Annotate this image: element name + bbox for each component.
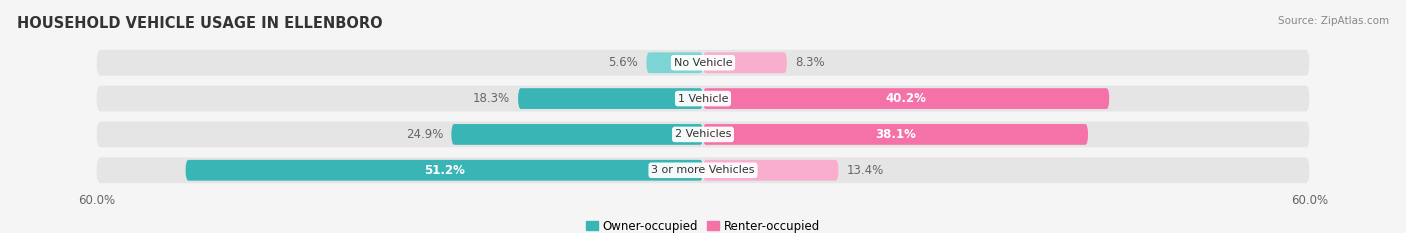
FancyBboxPatch shape [703,124,1088,145]
Text: 40.2%: 40.2% [886,92,927,105]
Text: 3 or more Vehicles: 3 or more Vehicles [651,165,755,175]
FancyBboxPatch shape [703,88,1109,109]
Text: 38.1%: 38.1% [875,128,915,141]
FancyBboxPatch shape [97,50,1309,76]
Text: 1 Vehicle: 1 Vehicle [678,94,728,104]
FancyBboxPatch shape [97,86,1309,111]
Text: 24.9%: 24.9% [406,128,443,141]
Text: 5.6%: 5.6% [609,56,638,69]
FancyBboxPatch shape [517,88,703,109]
Text: HOUSEHOLD VEHICLE USAGE IN ELLENBORO: HOUSEHOLD VEHICLE USAGE IN ELLENBORO [17,16,382,31]
FancyBboxPatch shape [186,160,703,181]
Text: No Vehicle: No Vehicle [673,58,733,68]
Text: Source: ZipAtlas.com: Source: ZipAtlas.com [1278,16,1389,26]
FancyBboxPatch shape [97,157,1309,183]
FancyBboxPatch shape [97,122,1309,147]
Text: 18.3%: 18.3% [472,92,510,105]
Text: 13.4%: 13.4% [846,164,884,177]
Text: 51.2%: 51.2% [423,164,465,177]
Text: 8.3%: 8.3% [794,56,824,69]
FancyBboxPatch shape [703,160,838,181]
FancyBboxPatch shape [703,52,787,73]
Text: 2 Vehicles: 2 Vehicles [675,129,731,139]
FancyBboxPatch shape [647,52,703,73]
FancyBboxPatch shape [451,124,703,145]
Legend: Owner-occupied, Renter-occupied: Owner-occupied, Renter-occupied [581,215,825,233]
